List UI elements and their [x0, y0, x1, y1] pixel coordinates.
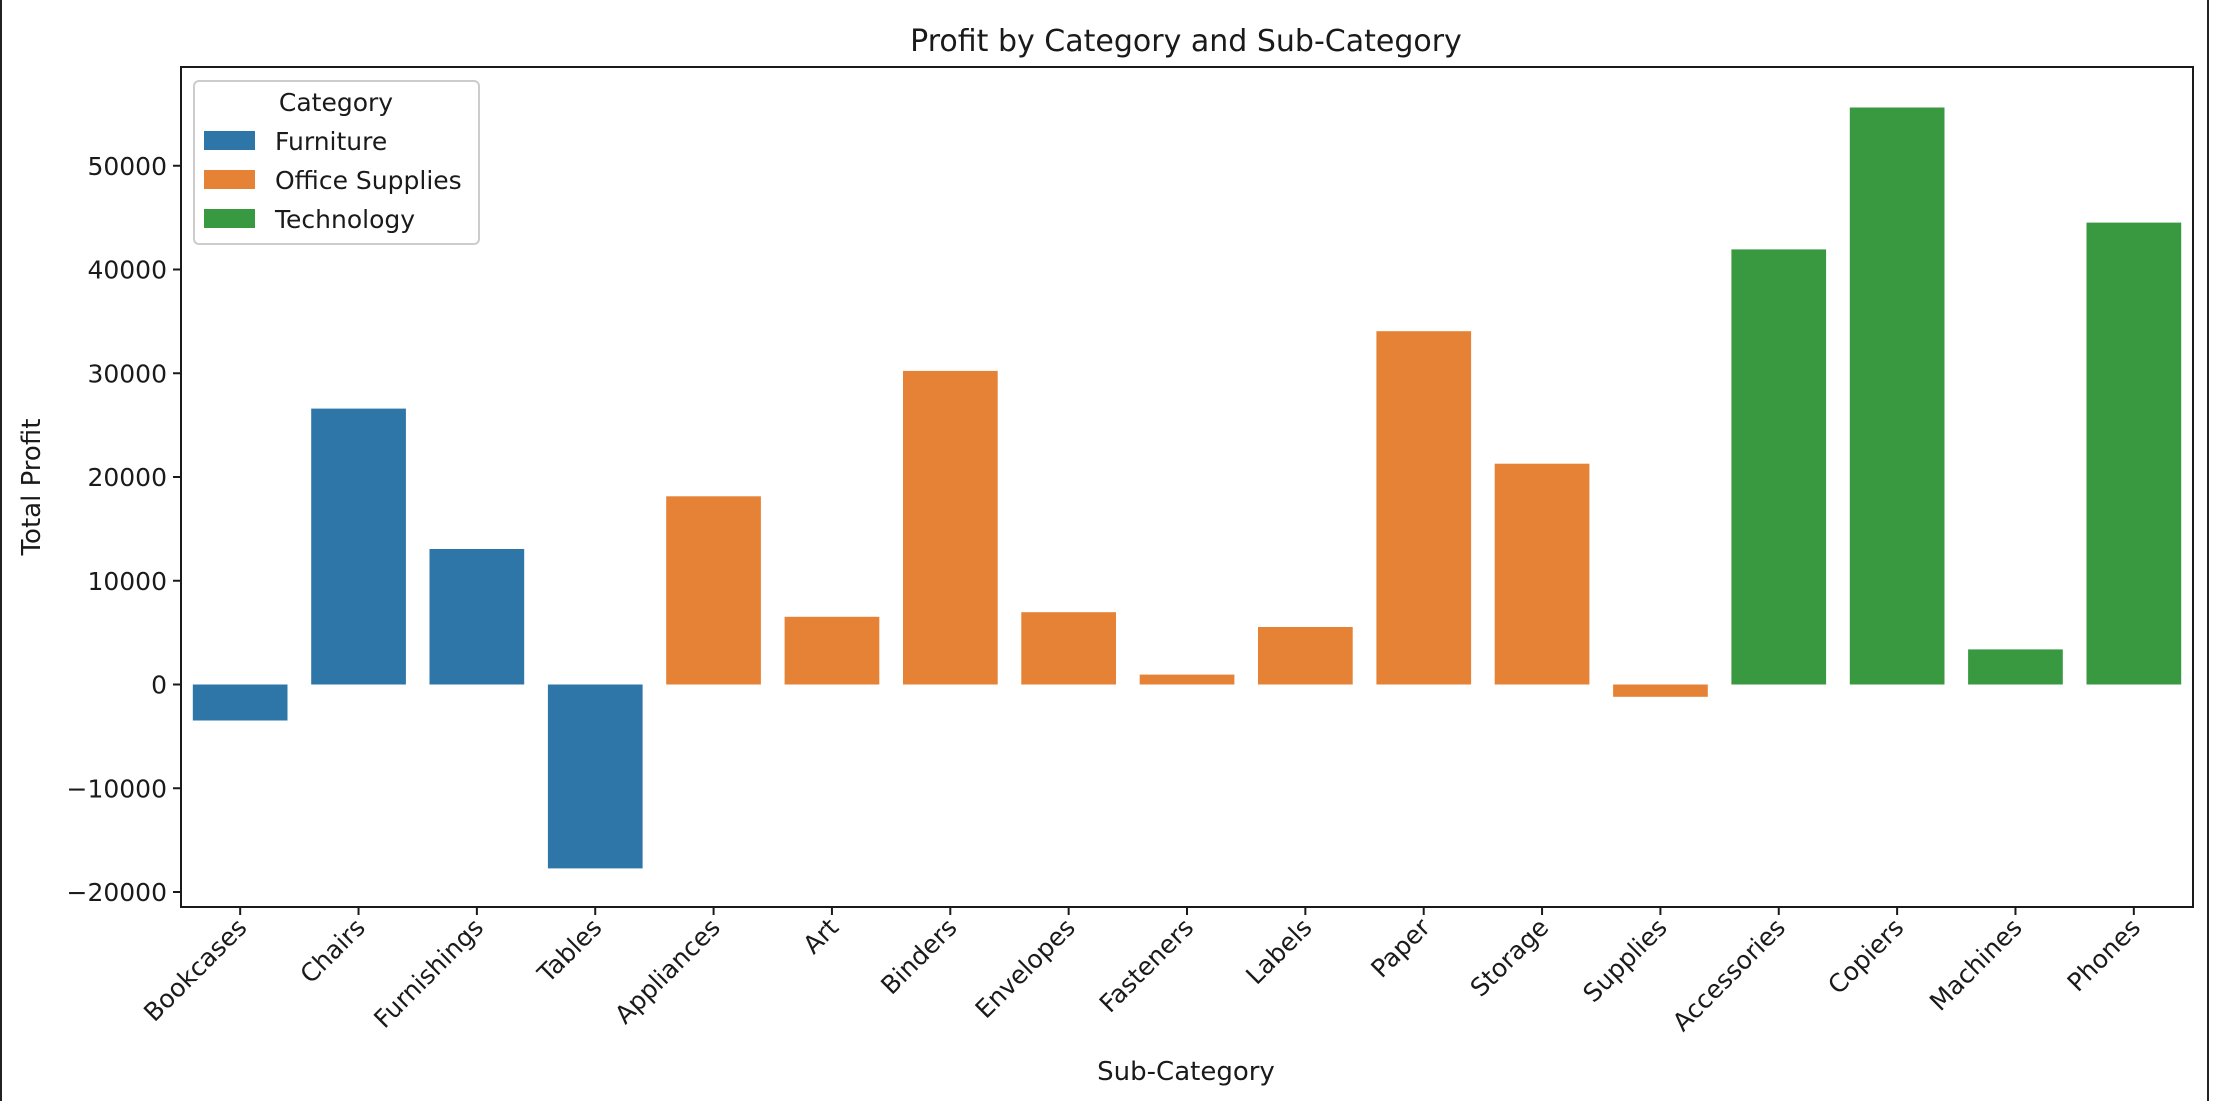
legend-entry-label: Furniture — [275, 127, 387, 156]
legend-entry-label: Office Supplies — [275, 166, 462, 195]
legend-swatch — [204, 170, 255, 189]
legend-swatch — [204, 131, 255, 150]
x-tick-label: Storage — [1465, 913, 1555, 1003]
plot-area — [192, 107, 2182, 869]
chart-title: Profit by Category and Sub-Category — [910, 24, 1462, 59]
x-tick-label: Chairs — [294, 913, 370, 989]
bar-chairs — [311, 408, 406, 685]
x-tick-label: Phones — [2062, 913, 2146, 997]
x-tick-label: Art — [797, 913, 844, 960]
legend-box — [193, 80, 480, 245]
legend-swatch — [204, 209, 255, 228]
bar-phones — [2086, 222, 2182, 685]
bar-accessories — [1731, 249, 1827, 685]
y-axis-label: Total Profit — [17, 419, 47, 557]
bar-bookcases — [192, 684, 288, 721]
bar-appliances — [666, 496, 761, 685]
y-tick-label: −20000 — [67, 878, 167, 907]
y-tick-label: 10000 — [87, 567, 167, 596]
x-tick-label: Bookcases — [138, 913, 252, 1027]
y-tick-label: 30000 — [87, 359, 167, 388]
y-tick-label: −10000 — [67, 774, 167, 803]
x-axis-label: Sub-Category — [1097, 1057, 1275, 1087]
y-tick-label: 0 — [151, 671, 167, 700]
bar-tables — [547, 684, 643, 869]
bar-machines — [1968, 649, 2063, 685]
y-tick-label: 50000 — [87, 152, 167, 181]
bar-storage — [1494, 463, 1590, 685]
legend: Category Furniture Office Supplies Technol… — [193, 80, 480, 245]
bar-art — [784, 616, 880, 685]
legend-title: Category — [279, 88, 393, 117]
x-tick-label: Accessories — [1667, 913, 1791, 1037]
x-tick-label: Furnishings — [368, 913, 489, 1034]
x-tick-label: Machines — [1924, 913, 2028, 1017]
x-tick-label: Tables — [531, 913, 607, 989]
x-tick-label: Binders — [875, 913, 962, 1000]
y-tick-label: 40000 — [87, 256, 167, 285]
x-tick-label: Fasteners — [1094, 913, 1199, 1018]
bar-paper — [1376, 331, 1472, 685]
x-tick-label: Paper — [1365, 912, 1436, 983]
y-axis: −20000 −10000 0 10000 20000 30000 40000 50000 — [67, 152, 181, 907]
legend-entry-label: Technology — [274, 205, 415, 234]
bar-binders — [903, 370, 998, 685]
x-tick-label: Appliances — [609, 913, 726, 1030]
x-tick-label: Supplies — [1577, 913, 1672, 1008]
bar-fasteners — [1139, 674, 1235, 685]
bar-furnishings — [429, 549, 525, 685]
bar-supplies — [1613, 684, 1708, 697]
x-tick-label: Copiers — [1822, 913, 1909, 1000]
x-tick-label: Envelopes — [970, 913, 1081, 1024]
x-tick-label: Labels — [1240, 913, 1317, 990]
y-tick-label: 20000 — [87, 463, 167, 492]
bar-copiers — [1849, 107, 1945, 685]
bar-envelopes — [1021, 612, 1116, 685]
bar-labels — [1258, 627, 1353, 685]
